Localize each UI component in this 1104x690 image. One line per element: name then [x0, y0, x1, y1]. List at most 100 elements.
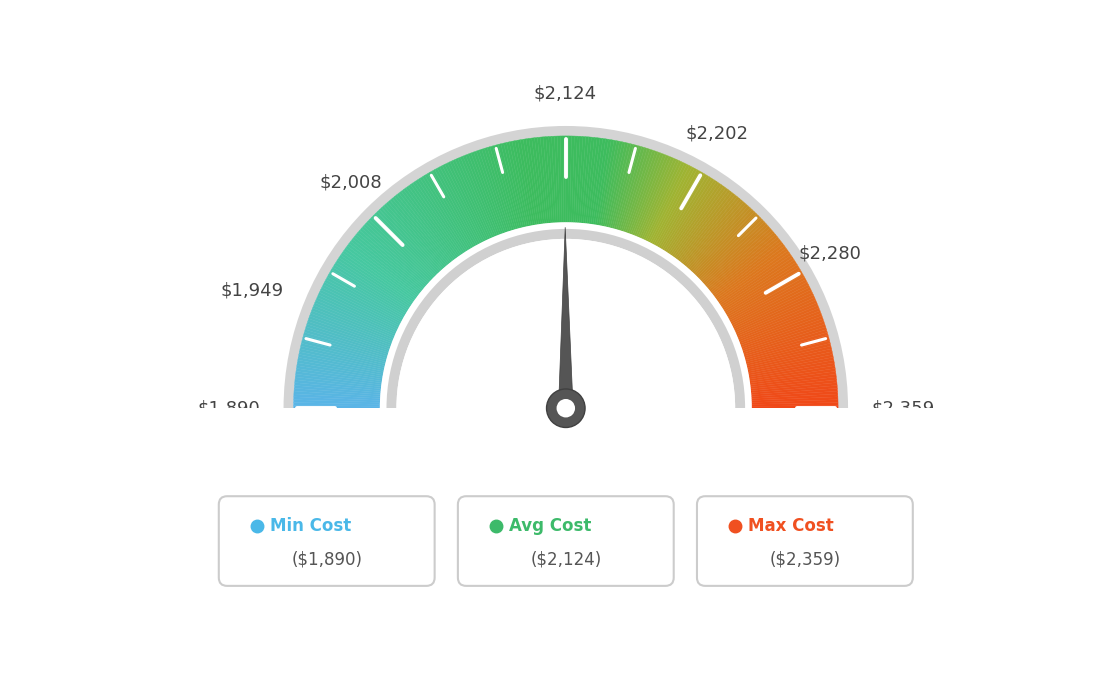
Wedge shape — [479, 149, 508, 232]
Wedge shape — [644, 161, 682, 240]
Wedge shape — [329, 272, 405, 317]
Wedge shape — [657, 171, 702, 247]
Wedge shape — [338, 257, 411, 307]
Wedge shape — [302, 337, 386, 362]
Wedge shape — [605, 142, 625, 227]
Wedge shape — [437, 167, 479, 244]
Wedge shape — [295, 386, 381, 395]
Wedge shape — [710, 237, 779, 293]
Wedge shape — [577, 137, 586, 223]
Wedge shape — [501, 143, 523, 228]
Wedge shape — [396, 193, 452, 262]
Wedge shape — [333, 265, 407, 312]
Wedge shape — [619, 148, 647, 230]
Wedge shape — [638, 157, 673, 237]
Wedge shape — [335, 262, 408, 310]
Text: $1,949: $1,949 — [221, 282, 284, 299]
Wedge shape — [346, 246, 416, 299]
Wedge shape — [608, 143, 630, 228]
Wedge shape — [445, 163, 485, 242]
Wedge shape — [360, 228, 426, 287]
Wedge shape — [591, 139, 606, 224]
Wedge shape — [726, 272, 803, 317]
Wedge shape — [751, 377, 837, 388]
Wedge shape — [534, 137, 546, 224]
Wedge shape — [570, 136, 574, 222]
Wedge shape — [650, 166, 692, 244]
Wedge shape — [752, 397, 838, 402]
Wedge shape — [336, 260, 410, 308]
Wedge shape — [660, 174, 707, 249]
Wedge shape — [342, 250, 414, 302]
Wedge shape — [611, 144, 634, 228]
Wedge shape — [737, 303, 818, 338]
Wedge shape — [481, 148, 510, 231]
Wedge shape — [752, 400, 838, 404]
Wedge shape — [648, 164, 689, 242]
Wedge shape — [751, 380, 837, 391]
Wedge shape — [309, 316, 391, 347]
Wedge shape — [750, 368, 836, 383]
Wedge shape — [583, 137, 594, 224]
Wedge shape — [361, 226, 427, 285]
Wedge shape — [672, 185, 723, 257]
Wedge shape — [417, 178, 466, 253]
Wedge shape — [298, 355, 383, 373]
Wedge shape — [622, 148, 650, 231]
Wedge shape — [698, 216, 761, 278]
Wedge shape — [612, 144, 636, 228]
Wedge shape — [688, 202, 746, 268]
Wedge shape — [565, 136, 569, 222]
Wedge shape — [330, 270, 406, 315]
Wedge shape — [323, 282, 401, 324]
Wedge shape — [725, 270, 802, 315]
Wedge shape — [388, 200, 446, 268]
Wedge shape — [296, 371, 382, 385]
Wedge shape — [322, 284, 400, 326]
Wedge shape — [373, 214, 436, 277]
Wedge shape — [460, 156, 496, 237]
Wedge shape — [752, 405, 838, 408]
Wedge shape — [496, 144, 520, 228]
Wedge shape — [394, 195, 450, 264]
Text: $2,359: $2,359 — [871, 400, 935, 417]
Wedge shape — [724, 265, 798, 312]
Wedge shape — [662, 175, 709, 250]
Wedge shape — [509, 141, 529, 226]
Wedge shape — [343, 248, 415, 301]
Wedge shape — [696, 214, 758, 277]
Wedge shape — [744, 330, 827, 356]
Wedge shape — [715, 246, 786, 299]
Wedge shape — [435, 168, 478, 245]
Text: $2,202: $2,202 — [686, 125, 749, 143]
Wedge shape — [532, 138, 544, 224]
Wedge shape — [743, 324, 826, 353]
Wedge shape — [677, 190, 731, 260]
Wedge shape — [382, 206, 442, 271]
Wedge shape — [443, 164, 484, 242]
Text: ($2,124): ($2,124) — [530, 551, 602, 569]
Wedge shape — [375, 212, 437, 275]
Wedge shape — [705, 228, 772, 287]
Wedge shape — [692, 208, 752, 273]
Wedge shape — [700, 219, 764, 281]
Wedge shape — [680, 193, 735, 262]
Wedge shape — [307, 322, 390, 351]
Wedge shape — [305, 330, 388, 356]
Wedge shape — [294, 400, 380, 404]
Wedge shape — [432, 170, 476, 246]
Wedge shape — [529, 138, 542, 224]
Wedge shape — [693, 210, 754, 274]
Wedge shape — [492, 145, 518, 229]
Wedge shape — [731, 282, 808, 324]
Wedge shape — [739, 308, 820, 342]
Wedge shape — [358, 230, 425, 288]
Wedge shape — [425, 174, 471, 249]
Wedge shape — [730, 279, 807, 322]
Wedge shape — [554, 136, 560, 222]
Wedge shape — [297, 360, 383, 377]
Wedge shape — [597, 140, 614, 225]
Text: $2,280: $2,280 — [798, 245, 861, 263]
Wedge shape — [656, 170, 700, 246]
Wedge shape — [749, 355, 834, 373]
